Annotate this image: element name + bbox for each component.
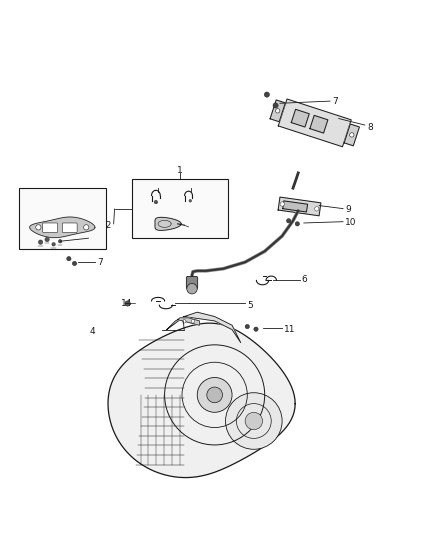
Circle shape [36,225,41,230]
Circle shape [226,393,282,449]
Text: 7: 7 [97,257,103,266]
Circle shape [245,325,250,329]
Text: 7: 7 [332,96,338,106]
Circle shape [125,301,130,306]
Text: 11: 11 [284,325,296,334]
Polygon shape [155,217,181,230]
FancyBboxPatch shape [186,277,198,289]
Text: 10: 10 [345,219,357,228]
Polygon shape [278,197,321,216]
Circle shape [273,103,278,108]
Circle shape [197,377,232,413]
Polygon shape [278,99,351,147]
Circle shape [67,256,71,261]
Circle shape [39,240,43,244]
Bar [132,180,228,238]
Text: 2: 2 [153,181,159,190]
Circle shape [191,320,194,323]
Circle shape [207,387,223,403]
Polygon shape [270,100,285,122]
Polygon shape [178,318,199,325]
Polygon shape [291,109,309,127]
Bar [19,188,106,249]
Text: 13: 13 [91,235,102,244]
Circle shape [84,225,89,230]
Circle shape [264,92,269,97]
Circle shape [154,200,158,204]
Polygon shape [108,323,295,478]
Circle shape [350,133,354,137]
Circle shape [72,261,77,265]
Circle shape [58,239,62,243]
Text: 6: 6 [302,275,307,284]
Circle shape [189,199,191,202]
Circle shape [45,237,49,241]
Circle shape [276,109,280,113]
Circle shape [295,222,300,226]
Text: 5: 5 [247,301,253,310]
Text: 14: 14 [120,299,132,308]
Circle shape [183,320,186,323]
Polygon shape [283,201,307,212]
FancyBboxPatch shape [43,223,57,232]
Text: 12: 12 [101,221,113,230]
Circle shape [280,202,284,206]
Text: 9: 9 [345,205,351,214]
Text: 1: 1 [177,166,183,175]
Circle shape [245,413,262,430]
Text: 4: 4 [89,327,95,336]
Circle shape [52,243,55,246]
Circle shape [286,219,291,223]
Text: 3: 3 [188,181,194,190]
Circle shape [187,284,197,294]
Polygon shape [344,124,360,146]
Polygon shape [310,115,328,133]
Polygon shape [30,217,95,238]
Circle shape [254,327,258,332]
FancyBboxPatch shape [62,223,77,232]
Polygon shape [167,312,241,343]
Circle shape [314,207,319,211]
Text: 8: 8 [367,123,373,132]
